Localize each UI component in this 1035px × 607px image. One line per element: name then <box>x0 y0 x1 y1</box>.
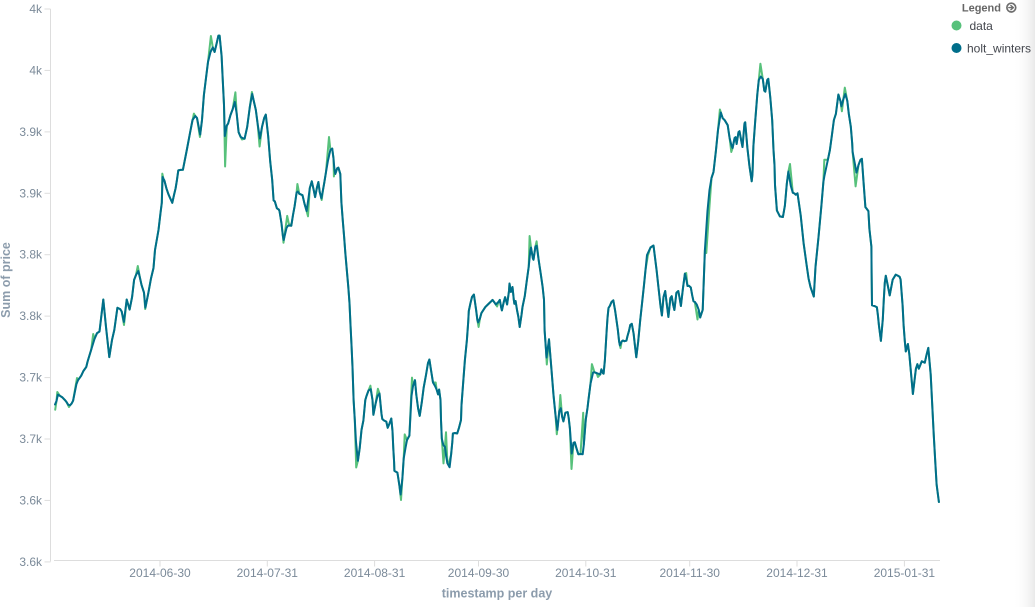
svg-text:2014-07-31: 2014-07-31 <box>237 566 299 580</box>
svg-text:2014-06-30: 2014-06-30 <box>129 566 191 580</box>
svg-text:3.7k: 3.7k <box>19 432 43 446</box>
svg-text:3.9k: 3.9k <box>19 186 43 200</box>
svg-text:2015-01-31: 2015-01-31 <box>874 566 936 580</box>
svg-text:holt_winters: holt_winters <box>967 42 1031 56</box>
svg-text:3.8k: 3.8k <box>19 309 43 323</box>
svg-text:3.6k: 3.6k <box>19 493 43 507</box>
svg-text:3.8k: 3.8k <box>19 248 43 262</box>
svg-text:3.7k: 3.7k <box>19 371 43 385</box>
svg-text:3.6k: 3.6k <box>19 555 43 569</box>
svg-text:data: data <box>970 19 994 33</box>
svg-text:Legend: Legend <box>962 3 1001 15</box>
svg-text:Sum of price: Sum of price <box>0 242 13 318</box>
svg-text:2014-11-30: 2014-11-30 <box>659 566 720 580</box>
svg-text:2014-09-30: 2014-09-30 <box>448 566 510 580</box>
svg-text:4k: 4k <box>29 2 43 16</box>
svg-text:timestamp per day: timestamp per day <box>442 587 553 601</box>
svg-text:2014-08-31: 2014-08-31 <box>344 566 406 580</box>
svg-text:4k: 4k <box>29 63 43 77</box>
svg-text:2014-10-31: 2014-10-31 <box>555 566 617 580</box>
svg-text:2014-12-31: 2014-12-31 <box>766 566 828 580</box>
svg-text:3.9k: 3.9k <box>19 125 43 139</box>
